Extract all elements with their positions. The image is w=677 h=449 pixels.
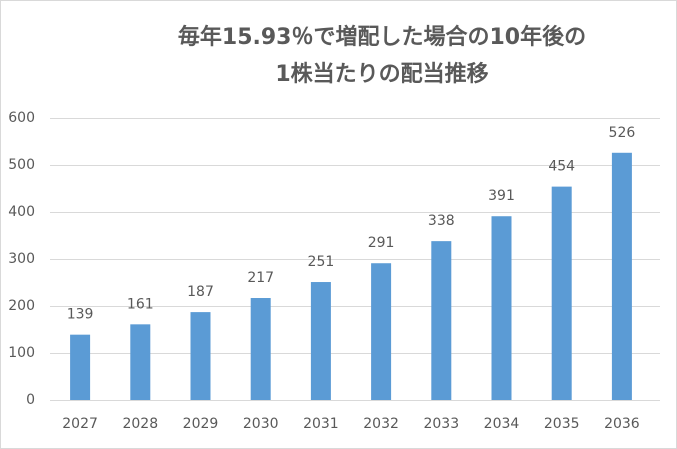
bar <box>371 263 392 400</box>
data-label: 526 <box>609 125 636 141</box>
data-label: 291 <box>368 235 395 251</box>
data-label: 338 <box>428 213 455 229</box>
data-label: 454 <box>548 159 575 175</box>
y-tick-label: 200 <box>8 298 35 314</box>
chart-title: 1株当たりの配当推移 <box>275 61 488 87</box>
y-tick-label: 400 <box>8 204 35 220</box>
bar <box>491 216 512 400</box>
bar <box>130 324 151 400</box>
bar <box>190 312 211 400</box>
x-tick-label: 2028 <box>122 416 158 432</box>
x-tick-label: 2030 <box>243 416 279 432</box>
bar <box>250 298 271 400</box>
y-tick-label: 300 <box>8 251 35 267</box>
bar <box>310 282 331 400</box>
data-label: 251 <box>308 254 335 270</box>
y-tick-label: 600 <box>8 110 35 126</box>
data-label: 139 <box>67 307 94 323</box>
x-tick-label: 2029 <box>183 416 219 432</box>
bar <box>551 186 572 400</box>
data-label: 187 <box>187 284 214 300</box>
chart-title: 毎年15.93％で増配した場合の10年後の <box>178 24 586 50</box>
x-tick-label: 2036 <box>604 416 640 432</box>
bar <box>70 334 91 400</box>
x-tick-label: 2031 <box>303 416 339 432</box>
data-label: 161 <box>127 296 154 312</box>
x-tick-label: 2033 <box>423 416 459 432</box>
data-label: 391 <box>488 188 515 204</box>
x-tick-label: 2034 <box>484 416 520 432</box>
y-tick-label: 500 <box>8 157 35 173</box>
x-tick-label: 2032 <box>363 416 399 432</box>
bar <box>431 241 452 400</box>
y-tick-label: 0 <box>26 392 35 408</box>
bar <box>611 152 632 400</box>
y-tick-label: 100 <box>8 345 35 361</box>
x-tick-label: 2027 <box>62 416 98 432</box>
data-label: 217 <box>247 270 274 286</box>
x-tick-label: 2035 <box>544 416 580 432</box>
